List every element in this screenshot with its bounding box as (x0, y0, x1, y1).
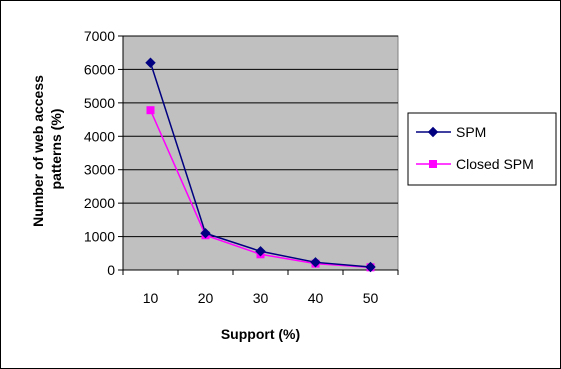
data-point-spm-50 (365, 261, 376, 273)
legend-label-spm: SPM (456, 124, 486, 140)
x-tick-label-10: 10 (143, 290, 159, 306)
y-tick-label-7000: 7000 (84, 28, 115, 44)
series-spm (145, 57, 376, 273)
gridlines (123, 35, 398, 238)
legend-marker-spm (427, 126, 439, 138)
data-point-spm-30 (255, 246, 266, 257)
data-point-spm-10 (145, 57, 156, 68)
series-layer (145, 57, 376, 273)
data-point-spm-40 (310, 257, 321, 268)
legend-items: SPM Closed SPM (416, 124, 534, 172)
y-tick-label-4000: 4000 (84, 128, 115, 144)
y-axis-title-line-1: Number of web access (30, 75, 46, 227)
y-tick-label-0: 0 (107, 262, 115, 278)
legend-marker-closed-spm (429, 160, 437, 168)
y-tick-label-6000: 6000 (84, 61, 115, 77)
y-tick-label-1000: 1000 (84, 229, 115, 245)
x-tick-label-20: 20 (198, 290, 214, 306)
legend-label-closed-spm: Closed SPM (456, 156, 534, 172)
x-tick-label-30: 30 (253, 290, 269, 306)
y-tick-label-2000: 2000 (84, 195, 115, 211)
plot-area (122, 35, 399, 271)
x-axis-ticks: 10 20 30 40 50 (122, 270, 399, 306)
y-axis-title-line-2: patterns (%) (48, 109, 64, 190)
x-tick-label-40: 40 (308, 290, 324, 306)
y-axis-title: Number of web access patterns (%) (30, 71, 64, 227)
y-tick-label-5000: 5000 (84, 95, 115, 111)
y-tick-label-3000: 3000 (84, 162, 115, 178)
data-point-spm-20 (200, 228, 211, 239)
y-axis-ticks: 0 1000 2000 3000 4000 5000 6000 7000 (84, 28, 123, 278)
x-tick-label-50: 50 (363, 290, 379, 306)
legend: SPM Closed SPM (407, 112, 557, 186)
x-axis-title: Support (%) (221, 326, 300, 342)
data-point-closed-spm-10 (146, 106, 155, 115)
legend-box (407, 112, 557, 186)
